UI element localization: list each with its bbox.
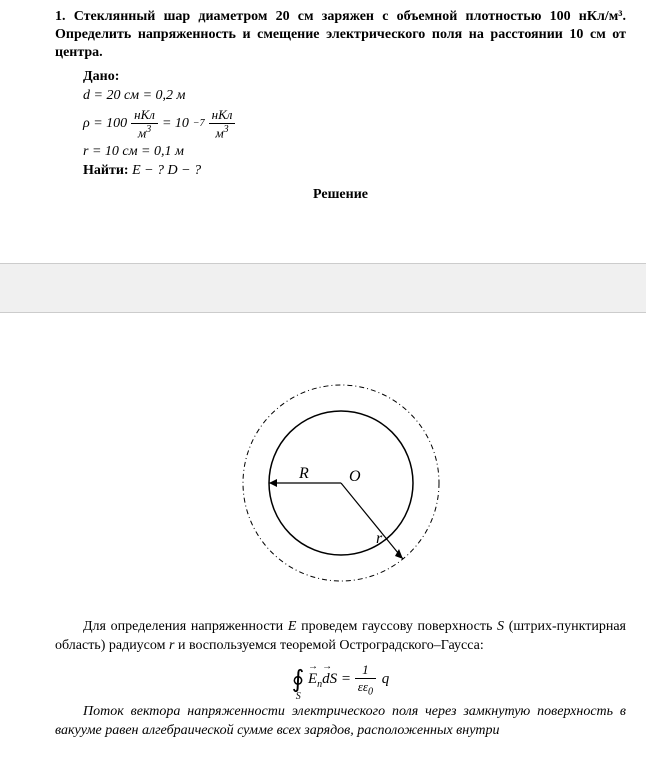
exp-S: S: [497, 619, 504, 634]
integral-sub: S: [296, 691, 301, 702]
given-d: d = 20 см = 0,2 м: [83, 88, 626, 104]
diagram: R O r: [55, 373, 626, 598]
find-text: E − ? D − ?: [132, 163, 201, 178]
exp-mid1: проведем гауссову поверхность: [296, 619, 497, 634]
eq-num: 1: [355, 662, 376, 679]
theorem-text: Поток вектора напряженности электрическо…: [55, 703, 626, 741]
problem-text: Стеклянный шар диаметром 20 см заряжен с…: [55, 9, 626, 60]
gauss-equation: ∮ S EndS = 1 εε0 q: [55, 662, 626, 698]
dS-vector: dS: [322, 671, 337, 688]
rho-mid: = 10: [162, 116, 189, 132]
label-r: r: [376, 530, 383, 547]
given-rho: ρ = 100 нКл м3 = 10 −7 нКл м3: [83, 107, 626, 141]
exp-prefix: Для определения напряженности: [83, 619, 288, 634]
eq-den: εε0: [355, 679, 376, 698]
exp-suffix: и воспользуемся теоремой Остроградского–…: [174, 638, 483, 653]
sphere-diagram: R O r: [181, 373, 501, 593]
explanation-gauss: Для определения напряженности E проведем…: [55, 618, 626, 656]
rho-left: ρ = 100: [83, 116, 127, 132]
given-section: Дано: d = 20 см = 0,2 м ρ = 100 нКл м3 =…: [55, 69, 626, 179]
label-R: R: [298, 465, 309, 482]
page-break: [0, 263, 646, 313]
page-bottom: R O r Для определения напряженности E пр…: [0, 373, 646, 761]
integral-sign: ∮: [292, 667, 305, 693]
label-O: O: [349, 468, 361, 485]
solution-label: Решение: [55, 187, 626, 203]
eq-q: q: [382, 671, 390, 687]
rho-exp: −7: [193, 118, 205, 129]
problem-number: 1.: [55, 9, 66, 24]
given-label: Дано:: [83, 69, 626, 85]
rho-unit1: нКл м3: [131, 107, 158, 141]
rho-unit2: нКл м3: [209, 107, 236, 141]
eq-sign: =: [341, 671, 355, 687]
page-top: 1. Стеклянный шар диаметром 20 см заряже…: [0, 0, 646, 223]
given-r: r = 10 см = 0,1 м: [83, 144, 626, 160]
find-label: Найти:: [83, 163, 129, 178]
problem-statement: 1. Стеклянный шар диаметром 20 см заряже…: [55, 8, 626, 63]
find-line: Найти: E − ? D − ?: [83, 163, 626, 179]
eq-fraction: 1 εε0: [355, 662, 376, 698]
E-vector: E: [308, 671, 317, 688]
arrow-R: [269, 479, 277, 487]
